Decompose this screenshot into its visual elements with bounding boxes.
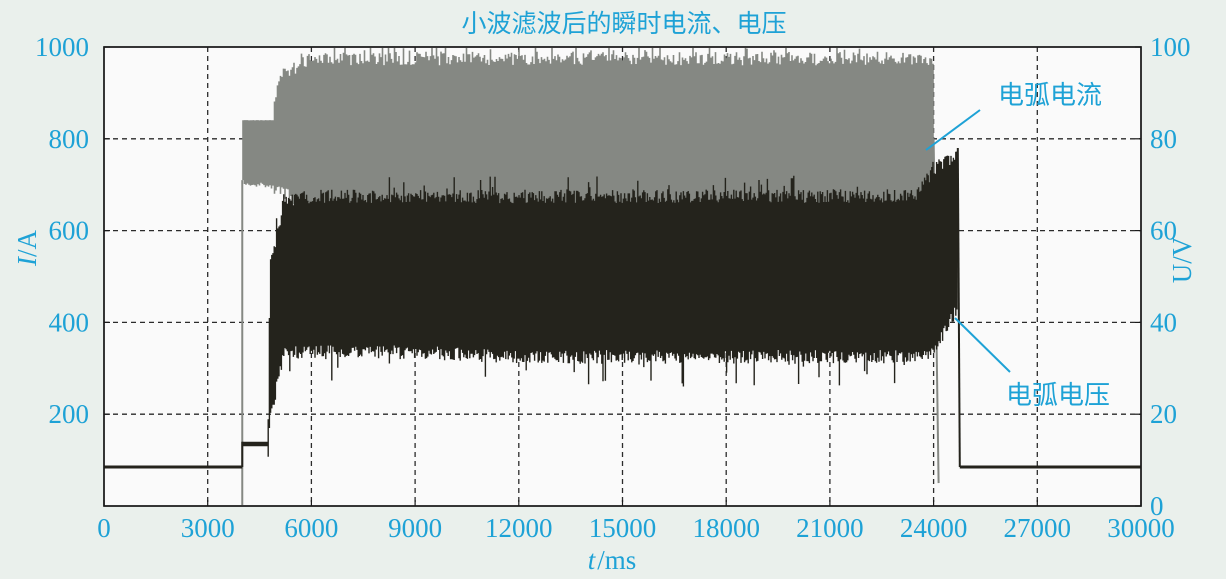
x-axis-label-unit: ms	[605, 545, 637, 575]
x-tick-label: 6000	[284, 513, 338, 543]
y-left-tick-label: 400	[49, 307, 90, 337]
series-label-voltage: 电弧电压	[1006, 381, 1110, 411]
y-right-tick-label: 80	[1150, 124, 1177, 154]
y-axis-left-label-var: I	[12, 255, 42, 267]
x-tick-label: 3000	[181, 513, 235, 543]
chart-title: 小波滤波后的瞬时电流、电压	[461, 9, 786, 38]
y-left-tick-label: 1000	[35, 32, 89, 62]
voltage-label-leader	[954, 317, 1011, 373]
current-label-leader	[925, 109, 981, 151]
ticks: 0 3000 6000 9000 12000 15000 18000 21000 24000 27…	[35, 32, 1191, 543]
x-tick-label: 18000	[692, 513, 760, 543]
x-tick-label: 0	[97, 513, 111, 543]
x-tick-label: 15000	[589, 513, 657, 543]
x-tick-label: 24000	[900, 513, 968, 543]
y-right-tick-label: 40	[1150, 307, 1177, 337]
y-axis-left-label-unit: A	[12, 229, 42, 249]
voltage-fall-edge	[956, 147, 961, 467]
x-tick-label: 30000	[1107, 513, 1175, 543]
x-axis-label-sep: /	[597, 545, 605, 575]
y-right-tick-label: 100	[1150, 32, 1191, 62]
y-left-tick-label: 200	[49, 399, 90, 429]
y-axis-right-label: U/V	[1167, 236, 1197, 283]
y-left-tick-label: 800	[49, 124, 90, 154]
y-axis-left-label-sep: /	[12, 249, 42, 257]
series-layer	[104, 47, 1141, 506]
x-axis-label-var: t	[588, 545, 597, 575]
y-right-tick-label: 60	[1150, 216, 1177, 246]
y-axis-left-label: I/A	[12, 229, 42, 267]
x-axis-label: t/ms	[588, 545, 637, 575]
y-right-tick-label: 0	[1150, 491, 1164, 521]
y-left-tick-label: 600	[49, 216, 90, 246]
x-tick-label: 12000	[485, 513, 553, 543]
current-band	[242, 47, 934, 235]
x-tick-label: 27000	[1004, 513, 1072, 543]
x-tick-label: 21000	[796, 513, 864, 543]
x-tick-label: 9000	[388, 513, 442, 543]
series-voltage	[104, 147, 1141, 469]
series-label-current: 电弧电流	[998, 81, 1102, 111]
y-right-tick-label: 20	[1150, 399, 1177, 429]
